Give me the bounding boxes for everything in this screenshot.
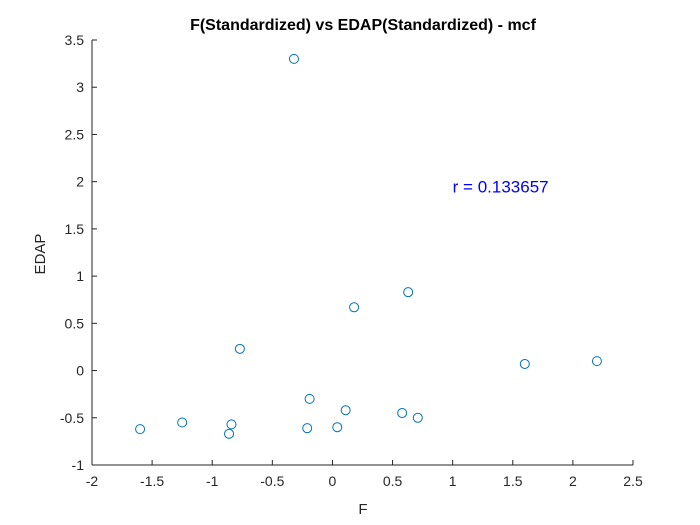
y-tick-label: -1 [72, 457, 85, 473]
data-point [135, 424, 146, 435]
x-axis-label: F [358, 501, 367, 518]
data-point [288, 53, 299, 64]
y-tick-label: -0.5 [60, 410, 84, 426]
x-tick-label: -0.5 [260, 473, 284, 489]
data-point [304, 393, 315, 404]
plot-area: -2 -1.5 -1 -0.5 0 0.5 1 1.5 2 2.5 -1 -0.5 0 0.5 1 1.5 2… [60, 32, 643, 489]
data-point [412, 412, 423, 423]
x-axis-ticks: -2 -1.5 -1 -0.5 0 0.5 1 1.5 2 2.5 [86, 460, 643, 489]
y-tick-label: 1.5 [65, 221, 85, 237]
x-tick-label: 2.5 [623, 473, 643, 489]
y-axis-label: EDAP [32, 234, 49, 275]
data-point [591, 356, 602, 367]
data-point [332, 422, 343, 433]
y-tick-label: 0.5 [65, 315, 85, 331]
data-point [340, 405, 351, 416]
data-point [519, 358, 530, 369]
correlation-annotation: r = 0.133657 [453, 177, 549, 196]
x-tick-label: 2 [569, 473, 577, 489]
x-tick-label: -1.5 [140, 473, 164, 489]
data-point [226, 419, 237, 430]
x-tick-label: 1.5 [503, 473, 523, 489]
x-tick-label: 0 [329, 473, 337, 489]
x-tick-label: 0.5 [383, 473, 403, 489]
y-tick-label: 1 [76, 268, 84, 284]
x-tick-label: -2 [86, 473, 99, 489]
data-point [302, 423, 313, 434]
chart-title: F(Standardized) vs EDAP(Standardized) - … [190, 17, 536, 34]
y-tick-label: 3 [76, 79, 84, 95]
data-point [177, 417, 188, 428]
data-point [234, 343, 245, 354]
y-tick-label: 3.5 [65, 32, 85, 48]
data-point [349, 302, 360, 313]
data-point [224, 428, 235, 439]
x-tick-label: 1 [449, 473, 457, 489]
y-tick-label: 2.5 [65, 126, 85, 142]
y-tick-label: 2 [76, 174, 84, 190]
data-point [403, 287, 414, 298]
y-tick-label: 0 [76, 363, 84, 379]
data-point [397, 408, 408, 419]
y-axis-ticks: -1 -0.5 0 0.5 1 1.5 2 2.5 3 3.5 [60, 32, 97, 473]
data-points [135, 53, 602, 439]
x-tick-label: -1 [206, 473, 219, 489]
